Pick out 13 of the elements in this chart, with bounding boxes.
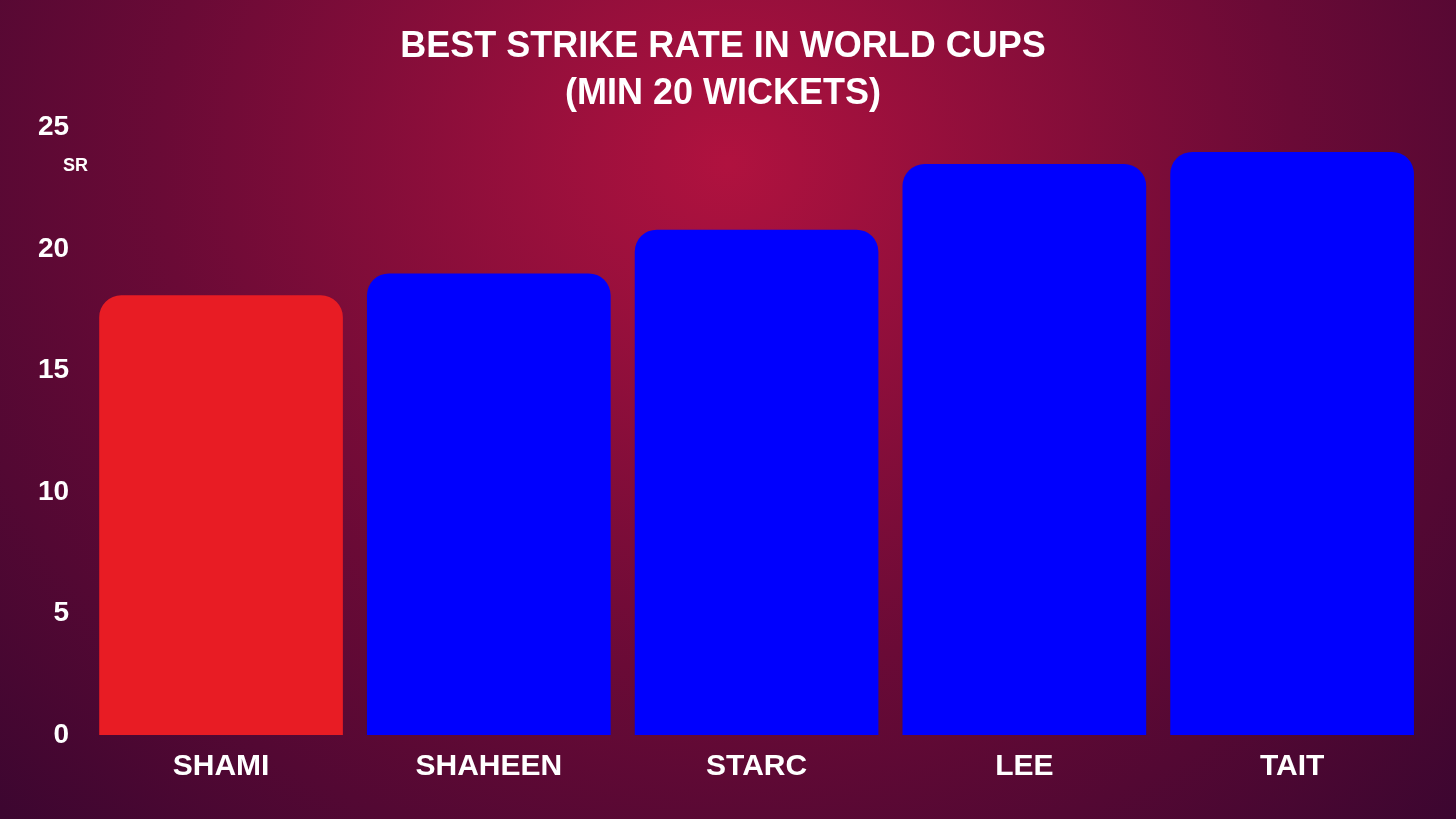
x-tick-label: SHAHEEN: [415, 748, 563, 782]
y-tick-label: 25: [37, 110, 70, 142]
y-axis-title: SR: [63, 154, 89, 175]
x-tick-label: STARC: [706, 748, 808, 782]
y-tick-label: 10: [37, 474, 70, 506]
x-tick-label: TAIT: [1259, 748, 1325, 782]
chart-title: BEST STRIKE RATE IN WORLD CUPS (MIN 20 WICKETS): [400, 24, 1046, 113]
y-tick-label: 0: [53, 717, 70, 749]
x-tick-label: LEE: [995, 748, 1054, 782]
y-tick-label: 15: [37, 353, 70, 385]
x-tick-label: SHAMI: [172, 748, 270, 782]
y-tick-label: 20: [37, 231, 70, 263]
y-tick-label: 5: [53, 596, 70, 628]
